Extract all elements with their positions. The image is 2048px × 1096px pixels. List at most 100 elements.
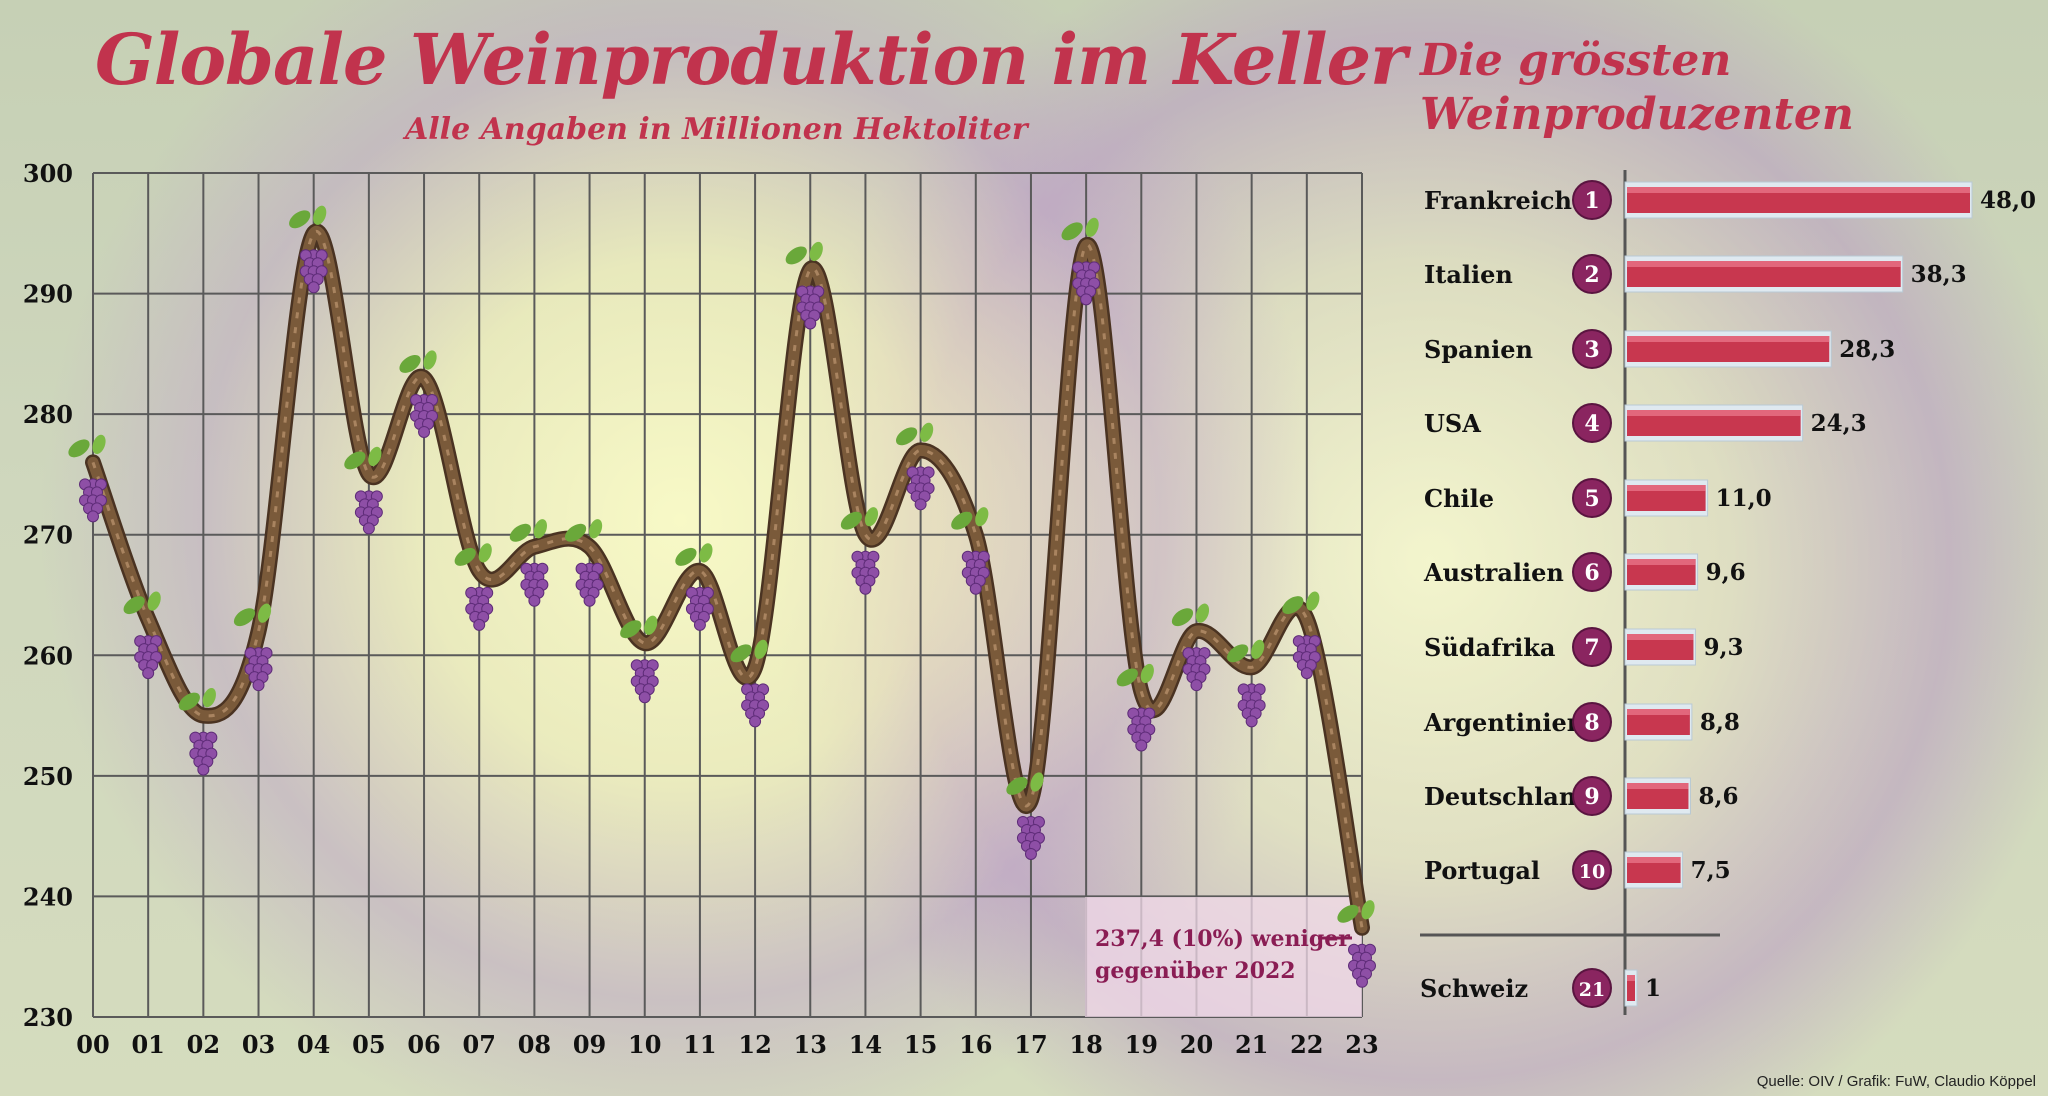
data-point [1116,663,1156,752]
ranking-row: Schweiz 21 1 [1420,968,1661,1008]
data-point [454,543,494,631]
data-point [289,205,328,294]
grape-icon [1300,667,1313,680]
leaf-icon [1116,668,1138,687]
data-point [509,519,549,607]
data-point [675,543,714,631]
ranking-title-line2: Weinproduzenten [1420,89,1854,140]
x-tick-label: 18 [1069,1030,1102,1059]
grape-icon [197,763,210,776]
rank-badge [1572,776,1612,816]
grape-icon [693,618,706,631]
bar [1627,975,1635,1001]
leaf-icon [675,547,697,566]
country-label: Deutschland [1424,782,1593,811]
rank-badge [1572,180,1612,220]
leaf-icon [730,644,752,663]
data-point [123,591,163,680]
leaf-icon [1306,591,1320,611]
leaf-icon [620,620,642,639]
data-point [1337,900,1376,988]
rank-number: 9 [1584,784,1599,810]
bar-value-label: 8,8 [1700,709,1740,736]
data-point [895,422,935,511]
annotation-box [1085,897,1362,1017]
ranking-rows: Frankreich 1 48,0 Italien 2 38,3 Spanien 3 28,3 U… [1420,180,2036,1008]
vine-line [85,223,1370,936]
bar-highlight [1627,559,1696,565]
bar-highlight [1627,261,1901,267]
leaf-icon [147,591,161,611]
leaf-icon [1030,772,1044,792]
rank-badge [1572,968,1612,1008]
ranking-title: Die grössten Weinproduzenten [1420,34,1854,142]
annotation-line1: 237,4 (10%) weniger [1095,926,1350,952]
x-tick-label: 08 [518,1030,551,1059]
leaf-icon [202,687,216,708]
grape-icon [749,715,762,728]
rank-number: 10 [1579,861,1605,883]
leaf-icon [1337,904,1359,923]
data-point [68,434,107,523]
rank-number: 7 [1584,635,1599,661]
x-tick-label: 19 [1125,1030,1158,1059]
bar-highlight [1627,485,1706,491]
leaf-icon [123,596,145,615]
leaf-icon [1085,217,1099,237]
rank-badge [1572,403,1612,443]
data-point [233,603,273,692]
data-points [68,205,1376,988]
leaf-icon [564,523,587,542]
leaf-icon [423,350,437,370]
rank-number: 4 [1584,411,1599,437]
x-tick-label: 06 [407,1030,440,1059]
leaf-icon [289,210,311,229]
data-point [1282,591,1321,680]
bar-highlight [1627,975,1635,981]
bar-highlight [1627,187,1970,193]
country-label: Spanien [1424,335,1533,364]
grape-icon [859,582,872,595]
leaf-icon [92,434,106,454]
grape-icon [1080,293,1093,306]
grape-icon [1135,739,1148,752]
x-tick-label: 01 [131,1030,164,1059]
bar-value-label: 9,6 [1706,559,1746,586]
y-tick-label: 260 [23,641,73,670]
rank-badge [1572,552,1612,592]
rank-number: 1 [1584,188,1599,214]
bar-value-label: 1 [1645,975,1661,1002]
leaf-icon [313,205,327,225]
rank-badge [1572,702,1612,742]
ranking-row: Argentinien 8 8,8 [1423,702,1740,742]
bar-highlight [1627,783,1689,789]
leaf-icon [344,451,366,470]
leaf-icon [1251,639,1265,659]
grape-icon [418,425,431,438]
y-tick-label: 280 [23,400,73,429]
ranking-row: Südafrika 7 9,3 [1424,627,1743,667]
chart-title: Globale Weinproduktion im Keller [95,18,1407,101]
leaf-icon [920,422,934,442]
bar-value-label: 11,0 [1716,485,1772,512]
country-label: USA [1424,409,1481,438]
leaf-icon [975,507,989,527]
x-tick-label: 11 [683,1030,716,1059]
leaf-icon [951,511,973,530]
x-tick-label: 02 [187,1030,220,1059]
chart-subtitle: Alle Angaben in Millionen Hektoliter [405,112,1028,147]
bar-highlight [1627,336,1830,342]
x-tick-label: 22 [1290,1030,1323,1059]
grape-icon [362,522,375,535]
x-tick-label: 23 [1345,1030,1378,1059]
data-point [1227,639,1266,728]
leaf-icon [1061,222,1083,241]
data-point [178,687,218,776]
leaf-icon [68,439,90,458]
rank-badge [1572,850,1612,890]
bar-value-label: 28,3 [1839,336,1895,363]
y-tick-label: 300 [23,159,73,188]
bar-value-label: 8,6 [1698,783,1738,810]
